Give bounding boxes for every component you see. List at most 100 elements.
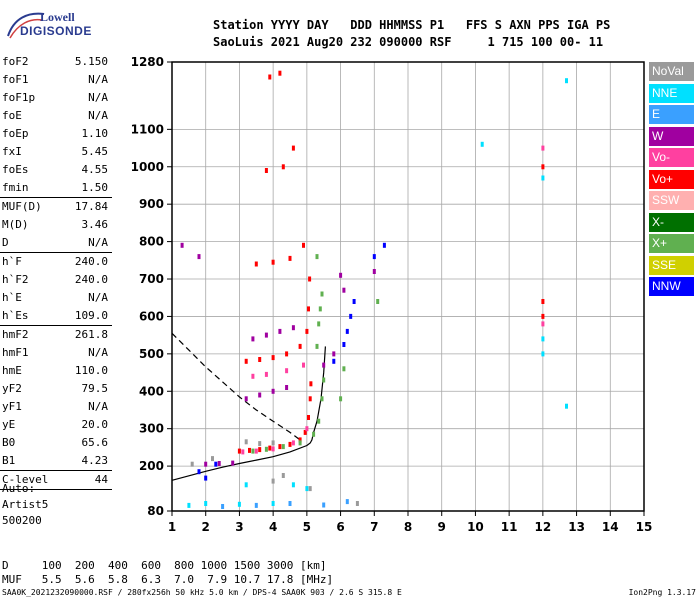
echo-point (285, 351, 289, 357)
echo-point (278, 444, 282, 450)
echo-point (332, 358, 336, 364)
echo-point (258, 441, 262, 447)
logo-text-digisonde: DIGISONDE (20, 24, 92, 38)
echo-point (237, 501, 241, 507)
echo-point (339, 272, 343, 278)
echo-point (345, 328, 349, 334)
echo-point (237, 448, 241, 454)
logo-swoosh-icon (7, 12, 45, 39)
echo-point (251, 336, 255, 342)
param-group-3: h`F 240.0 h`F2 240.0 h`E N/A h`Es 109.0 (0, 252, 112, 325)
echo-point (352, 299, 356, 304)
profile-curve (171, 346, 326, 481)
echo-point (315, 254, 319, 260)
echo-point (244, 358, 248, 364)
y-tick-label: 1100 (131, 122, 164, 136)
param-value: 109.0 (74, 309, 108, 322)
echo-point (305, 486, 309, 492)
echo-point (217, 461, 221, 466)
y-tick-label: 800 (139, 235, 164, 249)
echo-point (291, 145, 295, 151)
echo-point (271, 440, 275, 446)
param-row: h`Es 109.0 (0, 307, 112, 325)
echo-point (291, 482, 295, 488)
y-tick-label: 80 (147, 504, 164, 518)
legend-item: SSW (649, 191, 694, 210)
echo-point (541, 175, 545, 181)
echo-point (204, 475, 208, 481)
legend-item: NNW (649, 277, 694, 296)
x-tick-label: 13 (568, 520, 585, 534)
echo-point (541, 145, 545, 151)
param-row: C-level 44 (0, 471, 112, 489)
header-line-2: SaoLuis 2021 Aug20 232 090000 RSF 1 715 … (213, 35, 604, 49)
param-value: 5.150 (74, 55, 108, 68)
echo-point (541, 313, 545, 319)
x-tick-label: 11 (501, 520, 518, 534)
echo-point (190, 461, 194, 467)
echo-point (320, 291, 324, 297)
param-key: foF2 (2, 55, 29, 68)
echo-point (302, 362, 305, 368)
param-row: foF1 N/A (0, 71, 112, 89)
y-tick-label: 700 (139, 272, 164, 286)
echo-point (271, 446, 275, 452)
param-value: 261.8 (74, 328, 108, 341)
y-tick-label: 900 (139, 197, 164, 211)
param-value: 65.6 (81, 436, 109, 449)
echo-point (271, 501, 275, 506)
echo-point (345, 499, 349, 505)
echo-point (305, 328, 309, 334)
legend-item: Vo- (649, 148, 694, 167)
param-group-end (0, 489, 112, 490)
lowell-digisonde-logo: Lowell DIGISONDE (6, 8, 101, 40)
echo-point (211, 456, 214, 462)
echo-point (332, 351, 336, 357)
legend-item: Vo+ (649, 169, 694, 189)
param-row: D N/A (0, 234, 112, 252)
echo-point (278, 70, 282, 76)
param-row: foEp 1.10 (0, 125, 112, 143)
echo-point (281, 444, 285, 450)
echo-point (541, 164, 545, 170)
echo-point (214, 461, 218, 467)
param-value: 4.55 (81, 163, 109, 176)
echo-point (264, 446, 268, 452)
echo-point (308, 276, 312, 282)
autoscaling-info: Auto: Artist5 500200 (2, 481, 48, 529)
echo-point (376, 299, 380, 304)
param-row: foF2 5.150 (0, 53, 112, 71)
param-row: hmF2 261.8 (0, 326, 112, 344)
echo-point (318, 306, 322, 312)
echo-point (204, 501, 208, 506)
echo-point (308, 396, 312, 402)
y-axis-ticks: 80 200 300 400 500 600 700 800 900 1000 1100 1280 (131, 55, 172, 518)
param-value: 1.50 (81, 181, 109, 194)
echo-point (291, 325, 295, 331)
param-row: foF1p N/A (0, 89, 112, 107)
echo-point (315, 343, 319, 349)
param-value: N/A (88, 291, 108, 304)
muf-value-row: MUF 5.5 5.6 5.8 6.3 7.0 7.9 10.7 17.8 [M… (2, 573, 334, 586)
echo-point (258, 392, 262, 398)
echo-point (258, 357, 262, 362)
echo-points (180, 70, 568, 509)
param-value: 110.0 (74, 364, 108, 377)
legend-item: W (649, 126, 694, 146)
y-tick-label: 400 (139, 384, 164, 398)
y-tick-label: 1000 (131, 160, 164, 174)
param-key: h`E (2, 291, 22, 304)
echo-point (312, 431, 316, 437)
x-tick-label: 14 (602, 520, 619, 534)
y-tick-label: 1280 (131, 55, 164, 69)
echo-point (307, 306, 310, 312)
param-row: hmE 110.0 (0, 362, 112, 380)
param-key: yF1 (2, 400, 22, 413)
param-key: B0 (2, 436, 16, 449)
y-tick-label: 600 (139, 309, 164, 323)
param-row: yF1 N/A (0, 398, 112, 416)
x-tick-label: 6 (336, 520, 344, 534)
x-tick-label: 15 (636, 520, 653, 534)
param-group-5: C-level 44 (0, 470, 112, 489)
echo-point (180, 242, 184, 248)
